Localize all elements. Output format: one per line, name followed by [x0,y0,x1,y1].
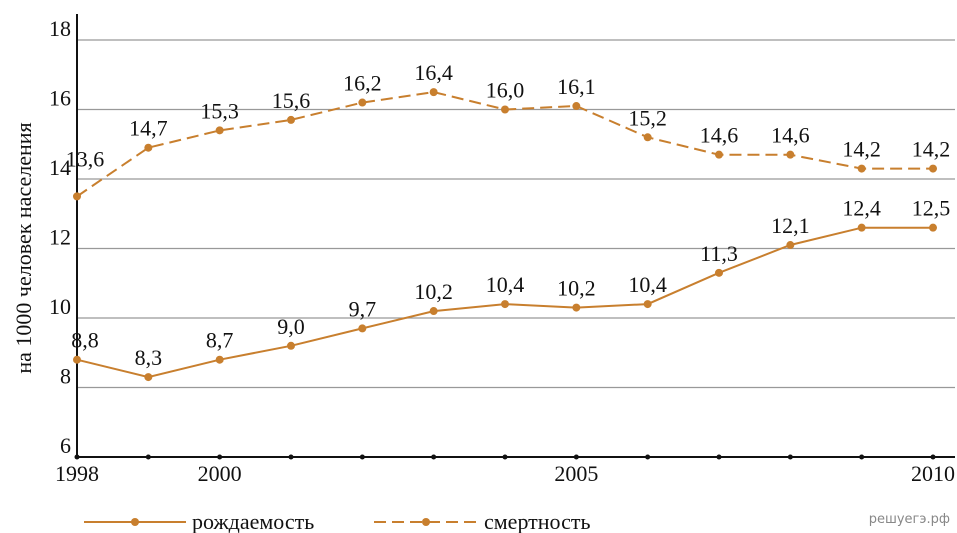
data-label-смертность-1999: 14,7 [129,116,168,141]
x-tick-2004 [502,454,508,460]
data-label-рождаемость-2007: 11,3 [700,241,738,266]
point-рождаемость-2004 [501,300,509,309]
point-смертность-2002 [358,98,367,107]
data-label-рождаемость-2004: 10,4 [486,272,525,297]
y-tick-label-16: 16 [49,86,71,111]
x-tick-2002 [359,454,365,460]
y-axis-title: на 1000 человек населения [11,122,36,373]
point-рождаемость-2007 [715,268,723,277]
data-label-рождаемость-2010: 12,5 [912,196,951,221]
data-label-смертность-2005: 16,1 [557,74,596,99]
data-label-рождаемость-2006: 10,4 [628,272,667,297]
x-tick-1999 [145,454,151,460]
watermark: решуегэ.рф [869,512,950,527]
point-рождаемость-2003 [429,307,438,316]
point-рождаемость-2005 [572,303,581,312]
axes: 6 8 10 12 14 16 18 1998 2000 2005 2010 [49,14,955,486]
legend-label-смертность: смертность [484,509,591,533]
data-label-рождаемость-2002: 9,7 [349,296,377,321]
point-смертность-2006 [643,133,652,142]
data-label-смертность-2002: 16,2 [343,71,382,96]
point-смертность-2005 [572,102,581,111]
x-tick-label-2005: 2005 [554,461,598,486]
x-tick-2008 [787,454,793,460]
legend-marker-рождаемость [131,518,139,526]
x-tick-2009 [859,454,865,460]
data-labels: 8,8 8,3 8,7 9,0 9,7 10,2 10,4 10,2 10,4 11,3 12,1 1… [66,60,951,370]
data-label-рождаемость-2009: 12,4 [842,196,881,221]
data-label-рождаемость-1999: 8,3 [135,345,163,370]
x-tick-2000 [217,454,223,460]
point-смертность-2010 [929,164,937,173]
point-смертность-2001 [287,115,295,124]
data-label-смертность-2003: 16,4 [414,60,453,85]
x-tick-label-1998: 1998 [55,461,99,486]
x-tick-2007 [716,454,722,460]
data-label-смертность-2004: 16,0 [486,78,525,103]
point-рождаемость-2000 [215,355,224,364]
point-смертность-2009 [857,164,866,173]
point-рождаемость-2008 [786,241,795,250]
x-tick-label-2000: 2000 [198,461,242,486]
data-label-рождаемость-2000: 8,7 [206,328,234,353]
point-рождаемость-1998 [73,355,81,364]
x-tick-2001 [288,454,294,460]
point-смертность-1999 [144,143,153,152]
data-label-смертность-2001: 15,6 [272,88,311,113]
data-label-рождаемость-2003: 10,2 [414,279,453,304]
point-рождаемость-1999 [144,373,153,382]
legend-label-рождаемость: рождаемость [192,509,314,533]
x-tick-2010 [930,454,936,460]
data-label-рождаемость-1998: 8,8 [71,328,99,353]
legend-marker-смертность [422,518,430,526]
x-tick-2006 [645,454,651,460]
point-смертность-2000 [215,126,224,135]
x-tick-2005 [573,454,579,460]
y-tick-label-18: 18 [49,16,71,41]
data-label-смертность-2010: 14,2 [912,137,951,162]
point-смертность-2008 [786,150,795,159]
data-label-смертность-2007: 14,6 [700,123,739,148]
point-смертность-2004 [501,105,509,114]
point-рождаемость-2002 [358,324,367,333]
y-tick-label-6: 6 [60,433,71,458]
point-рождаемость-2009 [857,223,866,232]
point-смертность-1998 [73,192,81,201]
data-label-смертность-2008: 14,6 [771,123,810,148]
x-tick-1998 [74,454,80,460]
data-label-рождаемость-2008: 12,1 [771,213,810,238]
data-label-смертность-1998: 13,6 [66,146,105,171]
y-tick-label-10: 10 [49,294,71,319]
x-tick-2003 [431,454,437,460]
data-label-рождаемость-2005: 10,2 [557,276,596,301]
point-рождаемость-2001 [287,341,295,350]
data-label-смертность-2000: 15,3 [200,98,239,123]
y-tick-label-12: 12 [49,225,71,250]
legend: рождаемость смертность [84,509,591,533]
point-смертность-2003 [429,88,438,97]
point-рождаемость-2006 [643,300,652,309]
y-tick-label-8: 8 [60,364,71,389]
point-смертность-2007 [715,150,723,159]
x-tick-label-2010: 2010 [911,461,955,486]
data-label-смертность-2006: 15,2 [628,105,667,130]
series-lines [73,88,937,382]
data-label-рождаемость-2001: 9,0 [277,314,305,339]
point-рождаемость-2010 [929,223,937,232]
y-tick-label-14: 14 [49,155,71,180]
data-label-смертность-2009: 14,2 [842,137,881,162]
